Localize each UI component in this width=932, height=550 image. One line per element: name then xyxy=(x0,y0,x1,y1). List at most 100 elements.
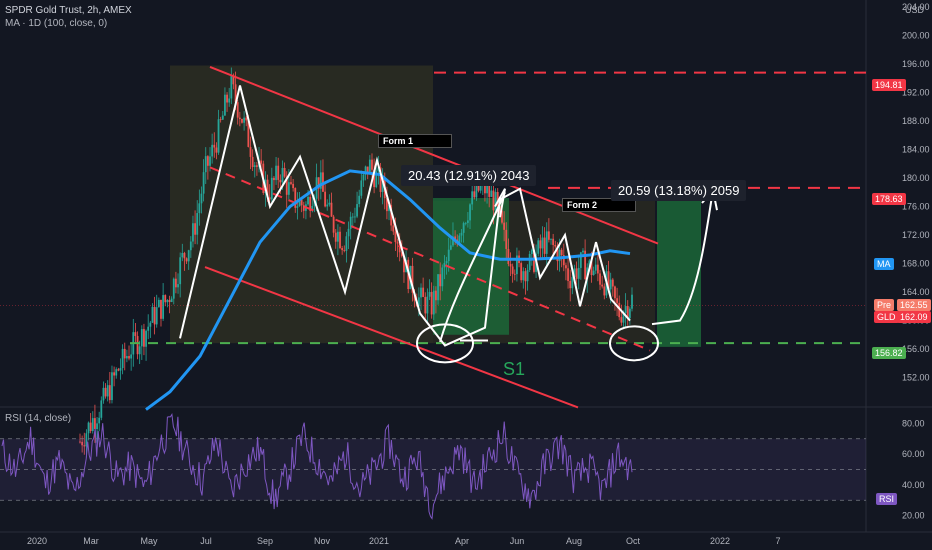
candle-body xyxy=(631,294,633,309)
candle-body xyxy=(490,190,493,197)
candle-body xyxy=(562,255,565,266)
candle-body xyxy=(567,268,569,281)
candle-body xyxy=(398,243,401,253)
candle-body xyxy=(345,236,348,251)
candle-body xyxy=(115,369,118,376)
candle-body xyxy=(599,273,601,285)
candle-body xyxy=(471,191,474,205)
price-tick-label: 200.00 xyxy=(902,31,930,41)
candle-body xyxy=(449,245,452,250)
time-tick-label: Jul xyxy=(200,536,212,546)
candle-body xyxy=(172,278,175,299)
currency-label: USD xyxy=(905,5,925,15)
candle-body xyxy=(479,182,482,191)
candle-body xyxy=(522,271,525,281)
measure1-label[interactable]: 20.43 (12.91%) 2043 xyxy=(401,165,537,186)
candle-body xyxy=(217,119,220,153)
candle-body xyxy=(614,286,616,299)
price-tick-label: 192.00 xyxy=(902,88,930,98)
gld-badge-label: GLD xyxy=(874,311,899,323)
candle-body xyxy=(189,241,192,251)
rsi-badge: RSI xyxy=(876,493,898,505)
candle-body xyxy=(477,182,480,191)
time-tick-label: 2022 xyxy=(710,536,730,546)
candle-body xyxy=(420,287,422,298)
candle-body xyxy=(85,433,88,447)
candle-body xyxy=(400,252,403,257)
price-tick-label: 152.00 xyxy=(902,373,930,383)
candle-body xyxy=(245,117,248,121)
ma-badge: MA xyxy=(874,258,894,270)
candle-body xyxy=(454,236,457,240)
candle-body xyxy=(594,264,597,271)
time-tick-label: Apr xyxy=(455,536,469,546)
candle-body xyxy=(319,172,322,189)
candle-body xyxy=(466,220,469,223)
candle-body xyxy=(609,279,612,290)
measure2-label[interactable]: 20.59 (13.18%) 2059 xyxy=(611,180,747,201)
candle-body xyxy=(221,115,224,120)
rsi-indicator-label[interactable]: RSI (14, close) xyxy=(5,413,72,424)
candle-body xyxy=(307,196,309,205)
candle-body xyxy=(341,248,344,251)
candle-body xyxy=(368,159,371,173)
ma-indicator-label[interactable]: MA · 1D (100, close, 0) xyxy=(5,18,108,29)
candle-body xyxy=(334,232,337,242)
candle-body xyxy=(349,216,352,229)
candle-body xyxy=(539,240,542,249)
candle-body xyxy=(106,385,109,397)
candle-body xyxy=(100,400,103,418)
candle-body xyxy=(422,287,425,297)
candle-body xyxy=(219,119,222,121)
candle-body xyxy=(364,166,367,175)
price-axis[interactable]: 152.00156.00160.00164.00168.00172.00176.… xyxy=(902,2,930,382)
candle-body xyxy=(377,167,380,172)
candle-body xyxy=(187,250,190,262)
candle-body xyxy=(309,196,312,211)
candle-body xyxy=(339,231,341,249)
candle-body xyxy=(394,231,397,243)
candle-body xyxy=(503,222,506,230)
candle-body xyxy=(238,117,241,119)
candle-body xyxy=(543,237,546,254)
candle-body xyxy=(537,240,540,254)
form1-label[interactable]: Form 1 xyxy=(378,134,452,148)
candle-body xyxy=(584,250,587,280)
candle-body xyxy=(200,193,203,204)
candle-body xyxy=(430,291,433,315)
price-tick-label: 168.00 xyxy=(902,259,930,269)
candle-body xyxy=(354,216,356,218)
time-axis[interactable]: 2020 Mar May Jul Sep Nov 2021 Apr Jun Aug Oct 2022 7 xyxy=(27,536,781,546)
candle-body xyxy=(375,171,378,188)
candle-body xyxy=(552,238,555,245)
candle-body xyxy=(273,177,275,181)
candle-body xyxy=(447,249,450,262)
candle-body xyxy=(94,418,96,430)
candle-body xyxy=(392,225,395,232)
candle-body xyxy=(322,172,324,192)
candle-body xyxy=(513,273,516,275)
candle-body xyxy=(545,231,548,254)
form2-label[interactable]: Form 2 xyxy=(562,198,636,212)
candle-body xyxy=(575,268,578,279)
candle-body xyxy=(403,256,405,273)
candle-body xyxy=(270,177,273,200)
resistance-badge: 194.81 xyxy=(872,79,906,91)
candle-body xyxy=(426,296,429,314)
symbol-title[interactable]: SPDR Gold Trust, 2h, AMEX xyxy=(5,5,132,16)
time-tick-label: 2021 xyxy=(369,536,389,546)
channel-lower xyxy=(204,266,579,409)
time-tick-label: Sep xyxy=(257,536,273,546)
candle-body xyxy=(290,182,292,184)
price-tick-label: 156.00 xyxy=(902,344,930,354)
candle-body xyxy=(89,422,92,432)
arrow-2-path xyxy=(651,195,713,326)
candle-body xyxy=(379,167,382,192)
candle-body xyxy=(347,228,350,237)
candle-body xyxy=(533,249,535,272)
candle-body xyxy=(168,299,171,303)
candle-body xyxy=(170,298,173,303)
candle-body xyxy=(268,197,271,200)
rsi-tick-label: 20.00 xyxy=(902,511,925,521)
